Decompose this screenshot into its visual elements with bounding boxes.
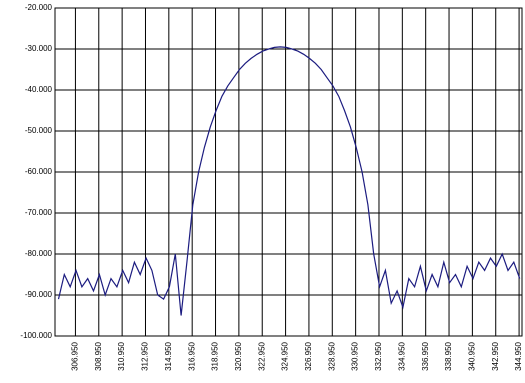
x-tick-label: 328.950 xyxy=(327,341,336,370)
x-tick-label: 312.950 xyxy=(141,341,150,370)
y-tick-label: -40.000 xyxy=(25,85,53,94)
x-tick-label: 310.950 xyxy=(117,341,126,370)
y-tick-label: -90.000 xyxy=(25,290,53,299)
x-tick-label: 334.950 xyxy=(397,341,406,370)
x-tick-label: 332.950 xyxy=(374,341,383,370)
y-tick-label: -80.000 xyxy=(25,249,53,258)
x-tick-label: 340.950 xyxy=(467,341,476,370)
y-tick-label: -50.000 xyxy=(25,126,53,135)
x-tick-label: 306.950 xyxy=(71,341,80,370)
x-tick-label: 342.950 xyxy=(491,341,500,370)
x-tick-label: 330.950 xyxy=(351,341,360,370)
x-tick-label: 336.950 xyxy=(421,341,430,370)
x-tick-label: 318.950 xyxy=(211,341,220,370)
x-tick-label: 324.950 xyxy=(281,341,290,370)
data-line xyxy=(57,46,521,316)
x-tick-label: 320.950 xyxy=(234,341,243,370)
x-tick-label: 344.950 xyxy=(514,341,523,370)
y-tick-label: -20.000 xyxy=(25,3,53,12)
x-tick-label: 326.950 xyxy=(304,341,313,370)
x-tick-label: 314.950 xyxy=(164,341,173,370)
y-tick-label: -60.000 xyxy=(25,167,53,176)
x-tick-label: 322.950 xyxy=(257,341,266,370)
y-tick-label: -30.000 xyxy=(25,44,53,53)
x-tick-label: 316.950 xyxy=(187,341,196,370)
x-tick-label: 338.950 xyxy=(444,341,453,370)
y-tick-label: -70.000 xyxy=(25,208,53,217)
x-tick-label: 308.950 xyxy=(94,341,103,370)
y-tick-label: -100.000 xyxy=(20,331,52,340)
